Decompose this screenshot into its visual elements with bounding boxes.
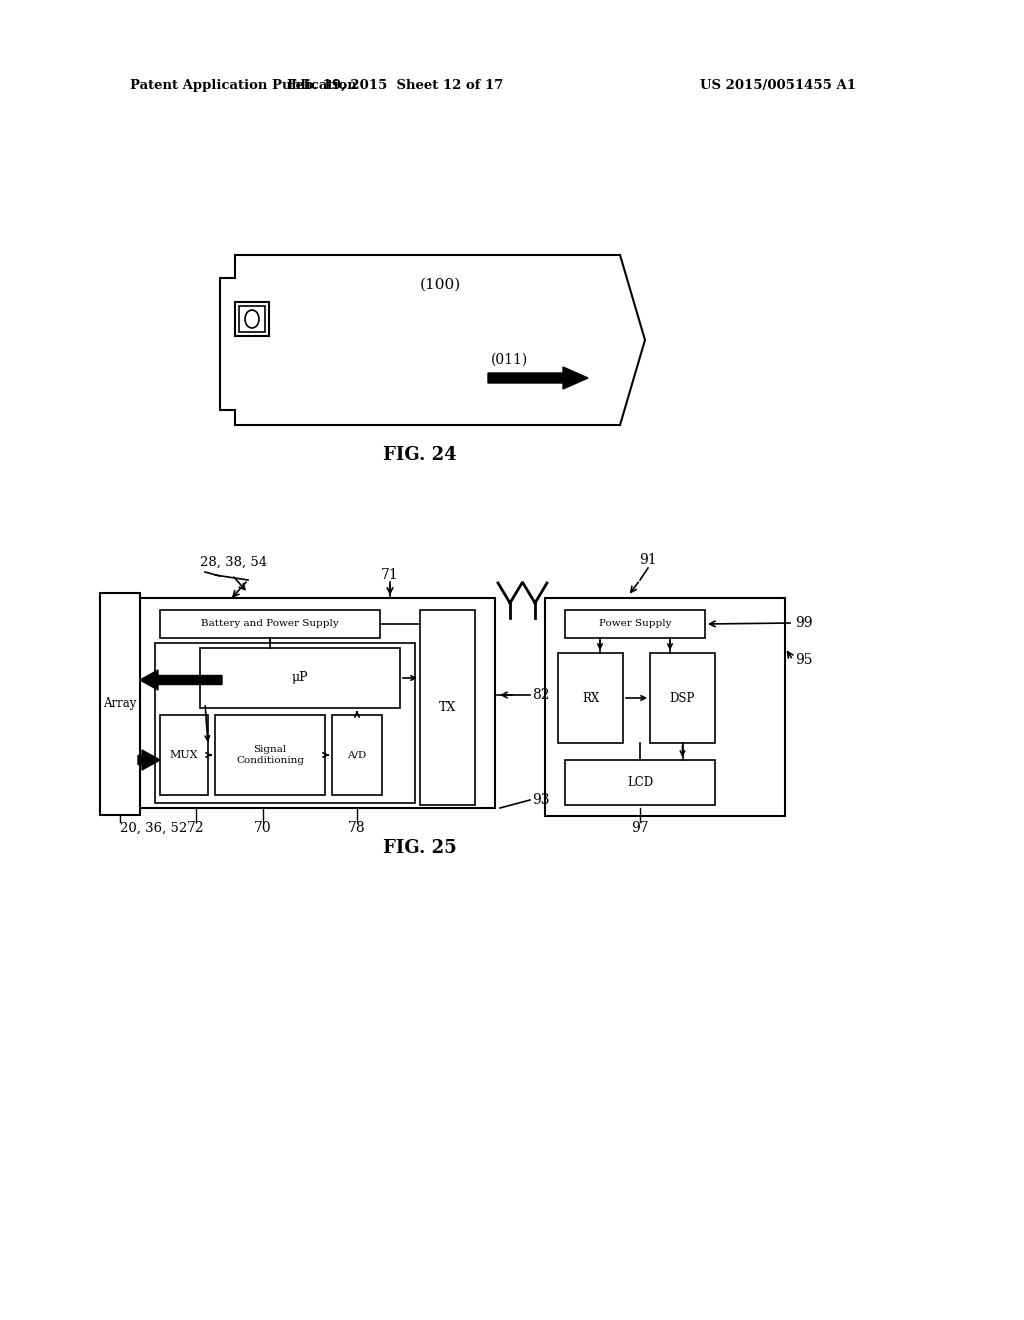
Text: Array: Array <box>103 697 136 710</box>
Text: 91: 91 <box>639 553 656 568</box>
Bar <box>160 715 208 795</box>
Text: FIG. 24: FIG. 24 <box>383 446 457 465</box>
Polygon shape <box>220 255 645 425</box>
Text: 20, 36, 52: 20, 36, 52 <box>120 821 187 834</box>
Text: 72: 72 <box>187 821 205 836</box>
Text: Signal
Conditioning: Signal Conditioning <box>236 746 304 764</box>
Text: 97: 97 <box>631 821 649 836</box>
Bar <box>565 760 715 805</box>
Text: Power Supply: Power Supply <box>599 619 672 628</box>
Bar <box>215 715 325 795</box>
Text: 99: 99 <box>795 616 812 630</box>
Bar <box>160 610 380 638</box>
Text: 78: 78 <box>348 821 366 836</box>
Bar <box>545 598 785 816</box>
Bar <box>420 610 475 805</box>
Bar <box>200 648 400 708</box>
Bar <box>140 598 495 808</box>
Bar <box>565 610 705 638</box>
Text: μP: μP <box>292 672 308 685</box>
Bar <box>155 643 415 803</box>
Text: DSP: DSP <box>670 692 695 705</box>
FancyArrow shape <box>138 750 160 770</box>
Text: MUX: MUX <box>170 750 199 760</box>
Text: 95: 95 <box>795 653 812 667</box>
Bar <box>558 653 623 743</box>
Text: 82: 82 <box>532 688 550 702</box>
Text: (100): (100) <box>420 279 461 292</box>
Text: FIG. 25: FIG. 25 <box>383 840 457 857</box>
Text: 28, 38, 54: 28, 38, 54 <box>200 556 267 569</box>
Bar <box>650 653 715 743</box>
Bar <box>100 593 140 814</box>
Text: 70: 70 <box>254 821 271 836</box>
Text: TX: TX <box>439 701 456 714</box>
Text: LCD: LCD <box>627 776 653 789</box>
Text: 71: 71 <box>381 568 399 582</box>
Bar <box>332 715 382 795</box>
Bar <box>239 306 265 333</box>
FancyArrow shape <box>140 671 222 690</box>
Bar <box>234 302 269 337</box>
Text: 93: 93 <box>532 793 550 807</box>
Text: Feb. 19, 2015  Sheet 12 of 17: Feb. 19, 2015 Sheet 12 of 17 <box>287 78 503 91</box>
Text: RX: RX <box>582 692 599 705</box>
Ellipse shape <box>245 310 259 327</box>
Text: Patent Application Publication: Patent Application Publication <box>130 78 356 91</box>
Text: Battery and Power Supply: Battery and Power Supply <box>201 619 339 628</box>
Text: (011): (011) <box>492 352 528 367</box>
FancyArrow shape <box>488 367 588 389</box>
Text: A/D: A/D <box>347 751 367 759</box>
Text: US 2015/0051455 A1: US 2015/0051455 A1 <box>700 78 856 91</box>
